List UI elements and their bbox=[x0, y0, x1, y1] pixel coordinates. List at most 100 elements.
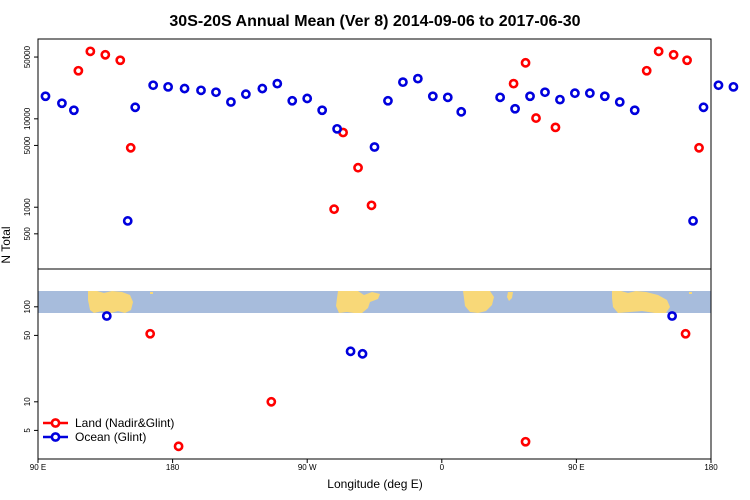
bottom-panel-frame bbox=[37, 268, 712, 460]
x-tick-label: 180 bbox=[704, 463, 718, 472]
top-point-ocean bbox=[540, 87, 550, 98]
map-landmass-1 bbox=[336, 291, 380, 313]
bottom-point-ocean bbox=[357, 348, 368, 359]
x-tick-label: 0 bbox=[440, 463, 445, 472]
top-point-land bbox=[366, 200, 377, 211]
legend: Land (Nadir&Glint)Ocean (Glint) bbox=[43, 416, 174, 444]
map-island bbox=[689, 292, 692, 294]
top-point-land bbox=[682, 55, 692, 66]
top-point-land bbox=[531, 113, 541, 123]
top-point-ocean bbox=[196, 85, 206, 96]
top-point-ocean bbox=[68, 105, 79, 116]
top-y-tick-label: 5000 bbox=[23, 136, 32, 154]
top-point-ocean bbox=[510, 103, 520, 114]
top-point-ocean bbox=[122, 216, 133, 226]
top-point-ocean bbox=[369, 142, 380, 152]
bottom-y-tick-label: 50 bbox=[23, 330, 32, 339]
top-point-ocean bbox=[211, 87, 221, 98]
top-point-land bbox=[125, 142, 136, 153]
top-point-ocean bbox=[332, 123, 343, 134]
bottom-point-land bbox=[266, 396, 277, 407]
top-point-ocean bbox=[272, 78, 283, 89]
top-y-tick-label: 1000 bbox=[23, 198, 32, 216]
legend-label-land: Land (Nadir&Glint) bbox=[75, 416, 174, 430]
top-point-ocean bbox=[57, 98, 67, 109]
legend-label-ocean: Ocean (Glint) bbox=[75, 430, 146, 444]
map-landmass-3 bbox=[507, 292, 513, 301]
x-tick-label: 90 E bbox=[30, 463, 46, 472]
top-point-ocean bbox=[317, 105, 328, 116]
top-point-ocean bbox=[130, 102, 141, 113]
top-y-tick-label: 50000 bbox=[23, 45, 32, 68]
bottom-point-ocean bbox=[101, 311, 112, 321]
top-point-land bbox=[115, 55, 126, 66]
chart-title: 30S-20S Annual Mean (Ver 8) 2014-09-06 t… bbox=[169, 13, 580, 30]
top-point-ocean bbox=[728, 81, 739, 92]
top-point-land bbox=[641, 65, 652, 76]
top-point-land bbox=[85, 46, 96, 57]
world-map-strip bbox=[38, 291, 711, 313]
bottom-point-land bbox=[680, 328, 691, 339]
top-point-ocean bbox=[398, 77, 408, 88]
top-point-land bbox=[508, 78, 519, 89]
top-point-ocean bbox=[226, 97, 236, 107]
top-point-ocean bbox=[148, 80, 159, 91]
top-y-tick-label: 500 bbox=[23, 227, 32, 241]
y-axis-label: N Total bbox=[0, 226, 13, 263]
map-landmass-4 bbox=[612, 291, 670, 313]
top-y-tick-label: 10000 bbox=[23, 107, 32, 130]
top-point-ocean bbox=[427, 91, 438, 102]
bottom-point-land bbox=[173, 441, 184, 452]
map-island bbox=[150, 292, 153, 294]
top-point-ocean bbox=[40, 91, 51, 102]
legend-marker-land bbox=[50, 418, 61, 428]
top-point-ocean bbox=[163, 81, 174, 92]
top-panel-frame bbox=[37, 38, 712, 270]
top-point-ocean bbox=[614, 97, 625, 107]
x-tick-label: 90 W bbox=[298, 463, 317, 472]
bottom-y-tick-label: 5 bbox=[23, 428, 32, 433]
top-point-ocean bbox=[570, 88, 580, 99]
top-point-ocean bbox=[495, 92, 506, 103]
top-point-ocean bbox=[179, 83, 190, 94]
top-point-ocean bbox=[599, 91, 610, 102]
top-point-ocean bbox=[287, 95, 298, 106]
top-point-ocean bbox=[555, 94, 565, 105]
top-point-land bbox=[520, 57, 531, 68]
top-point-land bbox=[668, 49, 679, 60]
top-point-ocean bbox=[257, 83, 268, 94]
top-point-ocean bbox=[442, 92, 453, 103]
map-landmass-0 bbox=[88, 291, 133, 313]
x-tick-label: 180 bbox=[166, 463, 180, 472]
top-point-land bbox=[353, 162, 363, 173]
top-point-land bbox=[329, 204, 340, 215]
top-point-ocean bbox=[302, 93, 313, 104]
plot-area: 500 1000 5000 10000 50000 5 10 50 100 90 E 180 90 W… bbox=[23, 38, 739, 472]
top-point-land bbox=[550, 122, 561, 133]
map-landmass-2 bbox=[463, 291, 494, 313]
bottom-point-ocean bbox=[667, 311, 678, 321]
legend-marker-ocean bbox=[50, 432, 61, 442]
bottom-point-land bbox=[520, 436, 531, 447]
top-point-ocean bbox=[584, 88, 595, 99]
bottom-y-tick-label: 100 bbox=[23, 300, 32, 314]
bottom-point-ocean bbox=[345, 346, 356, 357]
top-point-ocean bbox=[525, 91, 535, 102]
x-tick-label: 90 E bbox=[568, 463, 584, 472]
top-point-ocean bbox=[412, 73, 423, 84]
bottom-point-land bbox=[145, 328, 156, 339]
top-point-ocean bbox=[698, 102, 709, 113]
top-point-ocean bbox=[688, 216, 698, 226]
top-point-land bbox=[100, 49, 111, 60]
x-axis-label: Longitude (deg E) bbox=[327, 477, 422, 491]
top-point-land bbox=[694, 142, 704, 153]
top-point-ocean bbox=[383, 95, 393, 106]
top-point-land bbox=[653, 46, 664, 57]
top-point-ocean bbox=[240, 89, 251, 100]
map-ocean-band bbox=[38, 291, 711, 313]
top-point-ocean bbox=[713, 80, 724, 91]
bottom-y-tick-label: 10 bbox=[23, 397, 32, 406]
top-point-ocean bbox=[456, 106, 467, 117]
top-point-ocean bbox=[629, 105, 640, 116]
